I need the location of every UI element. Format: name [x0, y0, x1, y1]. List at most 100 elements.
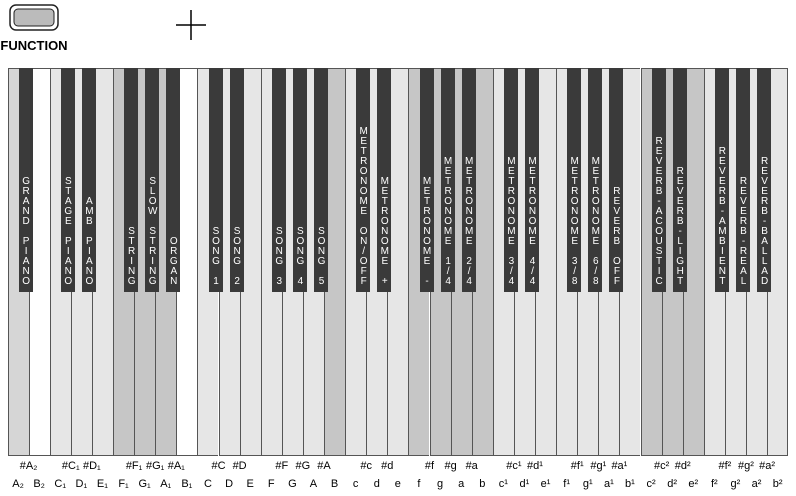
black-key: REVERB-AMBIENT [714, 68, 729, 292]
black-key: REVERB-REAL [736, 68, 750, 292]
black-key-function: REVERB-LIGHT [674, 166, 686, 286]
black-key-note: #d¹ [527, 460, 543, 472]
black-key-note: #c² [653, 460, 670, 472]
black-key: METRONOME 2/4 [461, 68, 476, 292]
black-key-note: #g [444, 460, 457, 472]
black-key: REVERB-ACOUSTIC [651, 68, 666, 292]
black-key: SLOW STRING [145, 68, 160, 292]
black-key-note: #C₁ [61, 460, 80, 472]
black-key: AMB PIANO [81, 68, 96, 292]
black-key-function: METRONOME - [421, 176, 433, 286]
black-key-function: REVERB-REAL [738, 176, 749, 286]
white-key-note: d¹ [519, 478, 530, 490]
white-key-note: B₂ [33, 478, 45, 490]
black-key-note: #D [232, 460, 247, 472]
black-key-function: SONG 1 [210, 226, 222, 286]
white-key-note: E₁ [96, 478, 108, 490]
white-key-note: a [458, 478, 465, 490]
white-key-note: A [309, 478, 318, 490]
black-key-function: REVERB-ACOUSTIC [653, 136, 665, 286]
black-key: METRONOME 1/4 [440, 68, 455, 292]
white-key-note: a¹ [603, 478, 614, 490]
white-key-note: c [352, 478, 359, 490]
black-key-function: METRONOME ON/OFF [358, 126, 370, 286]
black-key-function: METRONOME + [379, 176, 391, 286]
black-key-note: #d [381, 460, 394, 472]
black-key-function: SONG 2 [231, 226, 243, 286]
black-key-note: #G [295, 460, 311, 472]
white-key-note: c¹ [498, 478, 508, 490]
black-key: REVERB OFF [609, 68, 624, 292]
black-key-note: #g¹ [590, 460, 607, 472]
black-key-note: #f¹ [570, 460, 584, 472]
white-key-note: e [394, 478, 401, 490]
black-key-note: #d² [674, 460, 691, 472]
black-key-function: AMB PIANO [83, 196, 95, 286]
black-key-function: REVERB-BALLAD [759, 156, 771, 286]
black-key: REVERB-BALLAD [757, 68, 772, 292]
black-key-function: REVERB-AMBIENT [716, 146, 728, 286]
black-key-note: #D₁ [83, 460, 101, 472]
white-key-note: f² [710, 478, 718, 490]
black-key-function: METRONOME 2/4 [463, 156, 475, 286]
white-key-note: B₁ [181, 478, 193, 490]
white-key-note: D [225, 478, 234, 490]
black-key-function: SONG 5 [316, 226, 327, 286]
white-key-note: D₁ [75, 478, 88, 490]
black-key: METRONOME + [377, 68, 392, 292]
black-key: STRING [124, 68, 139, 292]
black-key-function: SONG 3 [273, 226, 285, 286]
black-key-note: #A [317, 460, 331, 472]
black-key-note: #F [275, 460, 289, 472]
black-key: STAGE PIANO [60, 68, 75, 292]
function-label: FUNCTION [0, 38, 68, 53]
white-key-note: B [330, 478, 339, 490]
white-key-note: F₁ [118, 478, 129, 490]
black-key-function: STAGE PIANO [62, 176, 74, 286]
black-key: SONG 1 [208, 68, 223, 292]
white-key-note: d² [667, 478, 678, 490]
black-key: METRONOME - [419, 68, 434, 292]
white-key-note: g¹ [582, 478, 593, 490]
black-key-function: SLOW STRING [147, 176, 159, 286]
white-key-note: A₂ [12, 478, 24, 490]
black-key-note: #C [211, 460, 226, 472]
black-key-note: #f² [718, 460, 732, 472]
black-key-function: METRONOME 1/4 [442, 156, 454, 286]
black-key: SONG 3 [271, 68, 286, 292]
black-key-note: #c¹ [506, 460, 522, 472]
white-key-note: C [203, 478, 212, 490]
white-key-note: F [267, 478, 275, 490]
function-button-face [13, 8, 55, 27]
white-key-note: f¹ [563, 478, 571, 490]
white-key-note: f [417, 478, 421, 490]
white-key-note: E [246, 478, 254, 490]
black-key: METRONOME 6/8 [588, 68, 603, 292]
black-key-function: METRONOME 3/8 [569, 156, 581, 286]
black-key-function: GRAND PIANO [20, 176, 32, 286]
black-key: METRONOME 3/8 [567, 68, 582, 292]
white-key-note: a² [751, 478, 762, 490]
white-key-note: b [479, 478, 486, 490]
black-key-note: #G₁ [145, 460, 165, 472]
black-key-note: #A₂ [19, 460, 38, 472]
black-key-note: #f [424, 460, 435, 472]
white-key-note: g² [730, 478, 741, 490]
black-key-note: #A₁ [167, 460, 185, 472]
white-key-note: G [288, 478, 297, 490]
white-key-note: A₁ [160, 478, 172, 490]
header-icons [9, 4, 206, 40]
black-key-function: METRONOME 3/4 [505, 156, 517, 286]
white-key-note: G₁ [138, 478, 151, 490]
black-key: SONG 5 [314, 68, 328, 292]
black-key: GRAND PIANO [18, 68, 33, 292]
black-key: METRONOME ON/OFF [356, 68, 371, 292]
black-key-note: #a¹ [611, 460, 628, 472]
white-key-note: c² [646, 478, 656, 490]
white-key-note: b² [772, 478, 783, 490]
black-key-function: REVERB OFF [611, 186, 623, 286]
black-key: METRONOME 4/4 [525, 68, 539, 292]
black-key: METRONOME 3/4 [503, 68, 518, 292]
black-key-function: ORGAN [168, 236, 180, 286]
